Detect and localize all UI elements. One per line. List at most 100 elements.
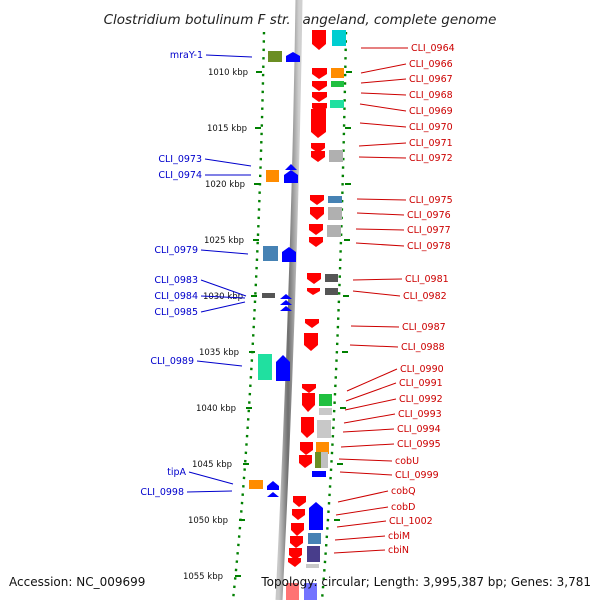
- gene-label: cobD: [391, 502, 415, 513]
- gene-label: CLI_0973: [158, 154, 202, 165]
- gene-label: CLI_0990: [400, 364, 444, 375]
- forward-arrow: [286, 52, 300, 62]
- gene-block: [329, 150, 343, 162]
- gene-label: CLI_0981: [405, 274, 449, 285]
- gene-label: CLI_0975: [409, 195, 453, 206]
- forward-arrow: [309, 502, 323, 530]
- tick-1045: 1045 kbp: [192, 460, 249, 470]
- tick-1055: 1055 kbp: [183, 572, 241, 582]
- forward-arrow: [280, 294, 292, 299]
- forward-label-text: mraY-1 CLI_0973 CLI_0974 CLI_0979 CLI_09…: [140, 50, 203, 498]
- reverse-genes: [286, 30, 346, 600]
- gene-block: [304, 583, 317, 600]
- reverse-label-text: CLI_0964 CLI_0966 CLI_0967 CLI_0968 CLI_…: [388, 43, 455, 556]
- gene-label: CLI_0989: [150, 356, 194, 367]
- gene-block: [328, 207, 342, 220]
- gene-label: CLI_0982: [403, 291, 447, 302]
- reverse-arrow: [292, 509, 305, 520]
- gene-block: [325, 274, 338, 282]
- svg-text:1050 kbp: 1050 kbp: [188, 516, 228, 526]
- reverse-arrow: [304, 333, 318, 351]
- gene-block: [249, 480, 263, 489]
- forward-arrow: [282, 247, 296, 262]
- forward-arrow: [280, 306, 292, 311]
- gene-label: CLI_0972: [409, 153, 453, 164]
- gene-block: [319, 408, 332, 415]
- reverse-arrow: [301, 417, 314, 438]
- gene-label: CLI_0992: [399, 394, 443, 405]
- reverse-arrow: [288, 558, 301, 567]
- svg-text:1055 kbp: 1055 kbp: [183, 572, 223, 582]
- gene-block: [327, 225, 341, 237]
- reverse-arrow: [290, 536, 303, 548]
- reverse-arrow: [305, 319, 319, 328]
- accession-text: Accession: NC_009699: [9, 575, 145, 589]
- tick-1025: 1025 kbp: [204, 236, 259, 246]
- gene-label: CLI_0998: [140, 487, 184, 498]
- gene-label: tipA: [167, 467, 186, 478]
- gene-label: CLI_0971: [409, 138, 453, 149]
- gene-block: [319, 394, 332, 406]
- gene-label: CLI_0974: [158, 170, 202, 181]
- gene-label: CLI_0985: [154, 307, 198, 318]
- tick-1010: 1010 kbp: [208, 68, 262, 78]
- forward-arrow: [280, 300, 292, 305]
- gene-block: [331, 68, 344, 78]
- gene-label: cbiM: [388, 531, 410, 542]
- svg-text:1035 kbp: 1035 kbp: [199, 348, 239, 358]
- gene-label: mraY-1: [170, 50, 203, 61]
- svg-text:1040 kbp: 1040 kbp: [196, 404, 236, 414]
- forward-arrow: [267, 492, 279, 497]
- gene-block: [328, 196, 342, 203]
- gene-label: CLI_0984: [154, 291, 198, 302]
- reverse-arrow: [310, 207, 324, 220]
- gene-label: CLI_0987: [402, 322, 446, 333]
- gene-block: [263, 246, 278, 261]
- right-track-ticks: [334, 71, 352, 521]
- svg-text:1010 kbp: 1010 kbp: [208, 68, 248, 78]
- gene-label: cobQ: [391, 486, 416, 497]
- gene-block: [308, 533, 321, 544]
- reverse-arrow: [312, 68, 327, 79]
- svg-text:1045 kbp: 1045 kbp: [192, 460, 232, 470]
- gene-block: [316, 442, 322, 454]
- gene-block: [286, 583, 299, 600]
- forward-labels: [186, 54, 253, 493]
- gene-label: CLI_0999: [395, 470, 439, 481]
- gene-label: CLI_1002: [389, 516, 433, 527]
- reverse-arrow: [311, 143, 325, 153]
- gene-label: cbiN: [388, 545, 409, 556]
- forward-arrow: [276, 355, 290, 381]
- tick-1035: 1035 kbp: [199, 348, 255, 358]
- svg-text:1015 kbp: 1015 kbp: [207, 124, 247, 134]
- gene-block: [268, 51, 282, 62]
- reverse-arrow: [299, 455, 312, 468]
- gene-label: CLI_0983: [154, 275, 198, 286]
- scale: 1010 kbp 1015 kbp 1020 kbp 1025 kbp 1030…: [183, 68, 352, 582]
- tick-1050: 1050 kbp: [188, 516, 245, 526]
- reverse-arrow: [307, 273, 321, 284]
- gene-block: [325, 288, 338, 295]
- gene-label: CLI_0994: [397, 424, 441, 435]
- gene-block: [317, 420, 331, 438]
- reverse-arrow: [309, 237, 323, 247]
- tick-1015: 1015 kbp: [207, 124, 261, 134]
- forward-arrow: [312, 471, 326, 477]
- reverse-arrow: [302, 384, 316, 393]
- gene-block: [331, 81, 344, 87]
- tick-1040: 1040 kbp: [196, 404, 252, 414]
- gene-block: [321, 452, 328, 468]
- reverse-arrow: [307, 288, 320, 295]
- gene-block: [258, 354, 272, 380]
- gene-block: [262, 293, 275, 298]
- forward-arrow: [284, 170, 298, 183]
- reverse-arrow: [293, 496, 306, 507]
- tick-1020: 1020 kbp: [205, 180, 260, 190]
- gene-label: CLI_0968: [409, 90, 453, 101]
- reverse-arrow: [310, 195, 324, 205]
- gene-block: [332, 30, 346, 46]
- gene-label: CLI_0967: [409, 74, 453, 85]
- gene-label: CLI_0978: [407, 241, 451, 252]
- forward-arrow: [285, 164, 297, 170]
